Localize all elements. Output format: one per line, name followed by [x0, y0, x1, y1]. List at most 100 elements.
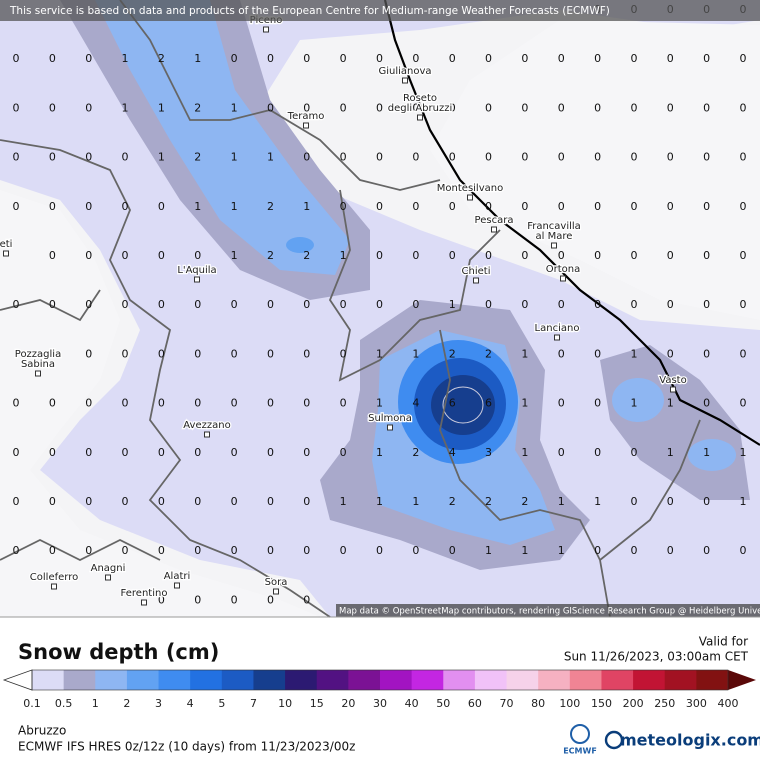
grid-value: 0	[558, 151, 565, 164]
grid-value: 0	[594, 446, 601, 459]
grid-value: 0	[485, 249, 492, 262]
grid-value: 0	[376, 101, 383, 114]
grid-value: 0	[485, 101, 492, 114]
grid-value: 0	[558, 397, 565, 410]
grid-value: 0	[303, 495, 310, 508]
grid-value: 0	[703, 544, 710, 557]
grid-value: 1	[194, 52, 201, 65]
grid-value: 0	[158, 249, 165, 262]
grid-value: 2	[412, 446, 419, 459]
grid-value: 0	[340, 544, 347, 557]
grid-value: 0	[13, 52, 20, 65]
grid-value: 0	[267, 347, 274, 360]
grid-value: 0	[740, 397, 747, 410]
grid-value: 0	[376, 544, 383, 557]
colorbar-swatch	[158, 670, 191, 690]
model-info: ECMWF IFS HRES 0z/12z (10 days) from 11/…	[18, 740, 355, 754]
grid-value: 0	[667, 101, 674, 114]
colorbar-swatch	[411, 670, 444, 690]
colorbar: 0.1 0.5 1 2 3 4 5 7 10 15 20 30 40 50 60 70 80 100 150 200 2…	[2, 669, 756, 710]
grid-value: 6	[485, 397, 492, 410]
colorbar-label: 250	[654, 697, 675, 710]
place-name: Teramo	[287, 111, 325, 122]
grid-value: 0	[13, 544, 20, 557]
place-marker	[554, 334, 560, 341]
grid-value: 0	[85, 347, 92, 360]
disclaimer-bar	[0, 0, 760, 21]
grid-value: 0	[667, 347, 674, 360]
grid-value: 0	[412, 249, 419, 262]
grid-value: 1	[630, 397, 637, 410]
grid-value: 0	[703, 200, 710, 213]
place-name: Sabina	[21, 359, 55, 370]
colorbar-swatch	[601, 670, 634, 690]
grid-value: 0	[449, 200, 456, 213]
grid-value: 0	[85, 446, 92, 459]
grid-value: 1	[594, 495, 601, 508]
grid-value: 0	[703, 397, 710, 410]
valid-time: Sun 11/26/2023, 03:00am CET	[564, 650, 749, 664]
grid-value: 1	[521, 347, 528, 360]
place-marker	[35, 370, 41, 377]
legend-title: Snow depth (cm)	[18, 640, 219, 664]
grid-value: 0	[194, 298, 201, 311]
colorbar-label: 200	[623, 697, 644, 710]
grid-value: 1	[740, 446, 747, 459]
place-marker	[467, 194, 473, 201]
border	[439, 329, 611, 618]
grid-value: 0	[49, 446, 56, 459]
agency: ECMWF	[563, 747, 597, 756]
grid-value: 0	[630, 101, 637, 114]
grid-value: 0	[740, 200, 747, 213]
grid-value: 0	[630, 298, 637, 311]
place-marker	[141, 599, 147, 606]
colorbar-label: 10	[278, 697, 292, 710]
grid-value: 0	[340, 101, 347, 114]
grid-value: 2	[485, 495, 492, 508]
colorbar-label: 15	[310, 697, 324, 710]
grid-value: 0	[267, 544, 274, 557]
place-marker	[560, 275, 566, 282]
grid-value: 0	[412, 151, 419, 164]
grid-value: 4	[412, 397, 419, 410]
grid-value: 1	[122, 52, 129, 65]
grid-value: 0	[267, 298, 274, 311]
place-marker	[402, 77, 408, 84]
grid-value: 0	[303, 397, 310, 410]
grid-value: 2	[449, 495, 456, 508]
grid-value: 0	[449, 249, 456, 262]
border	[599, 419, 701, 561]
grid-value: 0	[630, 446, 637, 459]
grid-value: 0	[13, 298, 20, 311]
grid-value: 0	[630, 249, 637, 262]
shade-white	[0, 190, 320, 617]
grid-value: 4	[449, 446, 456, 459]
border	[119, 0, 441, 191]
colorbar-swatch	[221, 670, 254, 690]
place-name: Pozzaglia	[15, 349, 61, 360]
place-name: Giulianova	[378, 66, 431, 77]
grid-value: 0	[85, 544, 92, 557]
colorbar-label: 4	[187, 697, 194, 710]
grid-value: 1	[376, 397, 383, 410]
colorbar-label: 2	[123, 697, 130, 710]
place-name: Anagni	[91, 563, 126, 574]
grid-value: 1	[485, 544, 492, 557]
grid-value: 3	[485, 446, 492, 459]
grid-value: 0	[449, 52, 456, 65]
place-name: Avezzano	[183, 420, 230, 431]
grid-value: 0	[303, 593, 310, 606]
place-marker	[387, 424, 393, 431]
grid-value: 0	[485, 298, 492, 311]
grid-value: 0	[449, 101, 456, 114]
grid-value: 0	[558, 52, 565, 65]
grid-value: 0	[485, 52, 492, 65]
attribution: Map data © OpenStreetMap contributors, r…	[339, 607, 760, 617]
grid-value: 0	[267, 397, 274, 410]
grid-value: 1	[231, 200, 238, 213]
grid-value: 0	[740, 347, 747, 360]
grid-value: 0	[122, 200, 129, 213]
grid-value: 1	[449, 298, 456, 311]
grid-value: 0	[340, 446, 347, 459]
